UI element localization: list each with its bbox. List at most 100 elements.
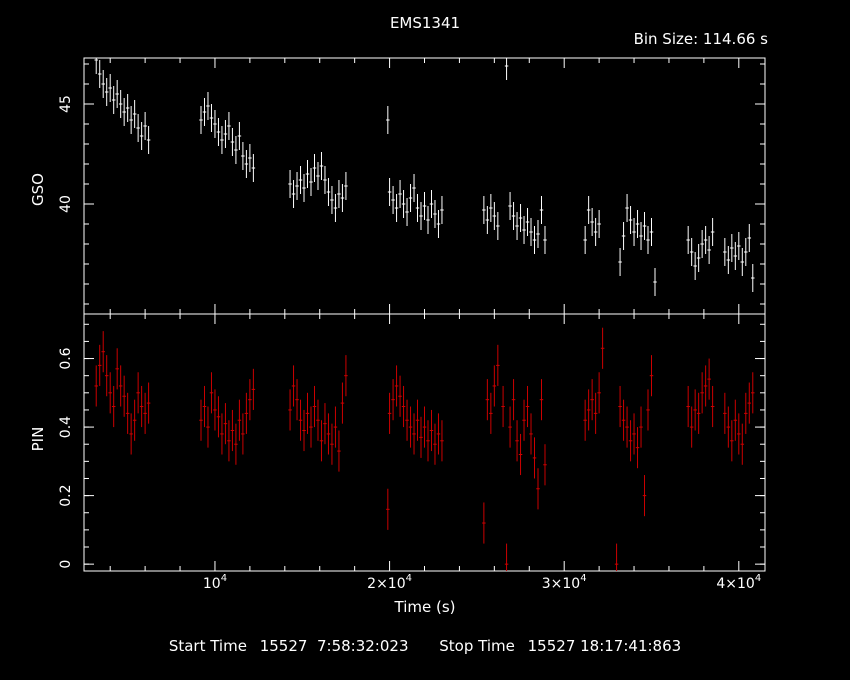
y-tick-label: 45 bbox=[58, 95, 74, 113]
pin-data-point bbox=[440, 420, 444, 462]
pin-data-point bbox=[751, 372, 755, 414]
gso-data-point bbox=[223, 120, 228, 148]
gso-data-point bbox=[202, 98, 207, 126]
gso-data-point bbox=[405, 198, 409, 226]
pin-data-point bbox=[646, 389, 650, 431]
pin-data-point bbox=[419, 416, 423, 458]
gso-data-point bbox=[101, 70, 105, 98]
pin-data-point bbox=[511, 379, 516, 421]
pin-data-point bbox=[136, 372, 140, 414]
gso-data-point bbox=[707, 236, 711, 264]
pin-panel: 0 0.2 0.4 0.6 bbox=[58, 313, 766, 572]
pin-data-point bbox=[302, 409, 306, 452]
pin-data-point bbox=[291, 365, 296, 407]
pin-data-point bbox=[614, 543, 619, 571]
gso-data-point bbox=[298, 166, 303, 194]
pin-data-point bbox=[94, 365, 98, 407]
pin-data-point bbox=[536, 468, 540, 510]
pin-data-point bbox=[649, 355, 654, 397]
gso-data-point bbox=[330, 186, 334, 214]
pin-data-point bbox=[543, 444, 547, 486]
pin-data-point bbox=[740, 423, 745, 465]
gso-data-point bbox=[125, 94, 130, 122]
pin-data-point bbox=[312, 385, 317, 428]
gso-data-point bbox=[429, 190, 434, 218]
gso-data-point bbox=[492, 202, 497, 230]
gso-data-point bbox=[340, 184, 345, 212]
gso-data-point bbox=[295, 172, 299, 200]
gso-data-point bbox=[230, 128, 235, 156]
gso-data-point bbox=[213, 110, 217, 138]
gso-data-point bbox=[536, 220, 540, 248]
gso-data-point bbox=[391, 186, 395, 214]
pin-data-point bbox=[340, 382, 345, 424]
gso-data-point bbox=[700, 230, 704, 258]
gso-data-point bbox=[244, 150, 249, 178]
pin-data-point bbox=[700, 372, 704, 414]
gso-data-point bbox=[386, 106, 390, 134]
gso-data-point bbox=[539, 196, 544, 224]
panel-frame bbox=[83, 57, 766, 315]
pin-data-point bbox=[501, 385, 505, 428]
x-tick-label: 4×104 bbox=[716, 573, 761, 592]
pin-data-point bbox=[485, 379, 490, 421]
pin-data-point bbox=[344, 355, 348, 397]
gso-data-point bbox=[132, 100, 137, 128]
pin-data-point bbox=[597, 372, 601, 414]
pin-data-point bbox=[415, 399, 420, 441]
pin-data-point bbox=[747, 382, 752, 424]
pin-data-point bbox=[216, 396, 221, 438]
x-tick-label: 3×104 bbox=[542, 573, 587, 592]
gso-data-point bbox=[593, 218, 598, 246]
gso-data-point bbox=[394, 194, 399, 222]
gso-data-point bbox=[525, 208, 530, 236]
gso-data-point bbox=[696, 244, 701, 272]
gso-data-point bbox=[433, 200, 437, 228]
gso-data-point bbox=[136, 114, 140, 142]
pin-data-point bbox=[319, 420, 324, 462]
pin-data-point bbox=[316, 399, 320, 441]
gso-data-point bbox=[326, 178, 331, 206]
gso-data-point bbox=[529, 218, 533, 246]
gso-data-point bbox=[309, 168, 313, 196]
y-tick-label: 0 bbox=[58, 560, 74, 569]
y-tick-label: 0.6 bbox=[58, 347, 74, 369]
pin-data-point bbox=[234, 423, 238, 465]
pin-data-point bbox=[401, 385, 406, 428]
pin-data-point bbox=[632, 413, 636, 455]
pin-data-point bbox=[642, 475, 647, 517]
gso-data-point bbox=[515, 212, 519, 240]
pin-data-point bbox=[408, 406, 413, 448]
gso-data-point bbox=[751, 264, 755, 292]
pin-data-point bbox=[726, 406, 731, 448]
pin-data-point bbox=[108, 372, 112, 414]
gso-data-point bbox=[485, 206, 490, 234]
pin-data-point bbox=[248, 379, 252, 421]
gso-data-point bbox=[693, 252, 697, 280]
gso-data-point bbox=[227, 112, 231, 140]
gso-data-point bbox=[730, 234, 734, 262]
stop-time-value: 15527 18:17:41:863 bbox=[527, 637, 682, 655]
gso-data-point bbox=[122, 98, 126, 126]
pin-data-point bbox=[508, 406, 512, 448]
pin-data-point bbox=[104, 355, 109, 397]
pin-data-point bbox=[583, 399, 587, 441]
gso-data-point bbox=[206, 92, 210, 120]
gso-data-point bbox=[621, 222, 626, 250]
gso-data-point bbox=[216, 118, 221, 146]
pin-data-point bbox=[689, 406, 694, 448]
gso-data-point bbox=[522, 216, 526, 244]
pin-data-point bbox=[429, 409, 434, 452]
pin-data-point bbox=[386, 488, 390, 530]
gso-data-point bbox=[740, 248, 745, 276]
pin-data-point bbox=[244, 392, 249, 434]
pin-data-point bbox=[326, 413, 331, 455]
x-tick-label: 104 bbox=[203, 573, 227, 592]
pin-data-point bbox=[298, 399, 303, 441]
gso-data-point bbox=[723, 238, 727, 266]
pin-data-point bbox=[97, 344, 102, 386]
gso-data-point bbox=[747, 224, 752, 252]
pin-data-point bbox=[227, 420, 231, 462]
pin-data-point bbox=[525, 385, 530, 428]
gso-data-point bbox=[436, 210, 441, 238]
